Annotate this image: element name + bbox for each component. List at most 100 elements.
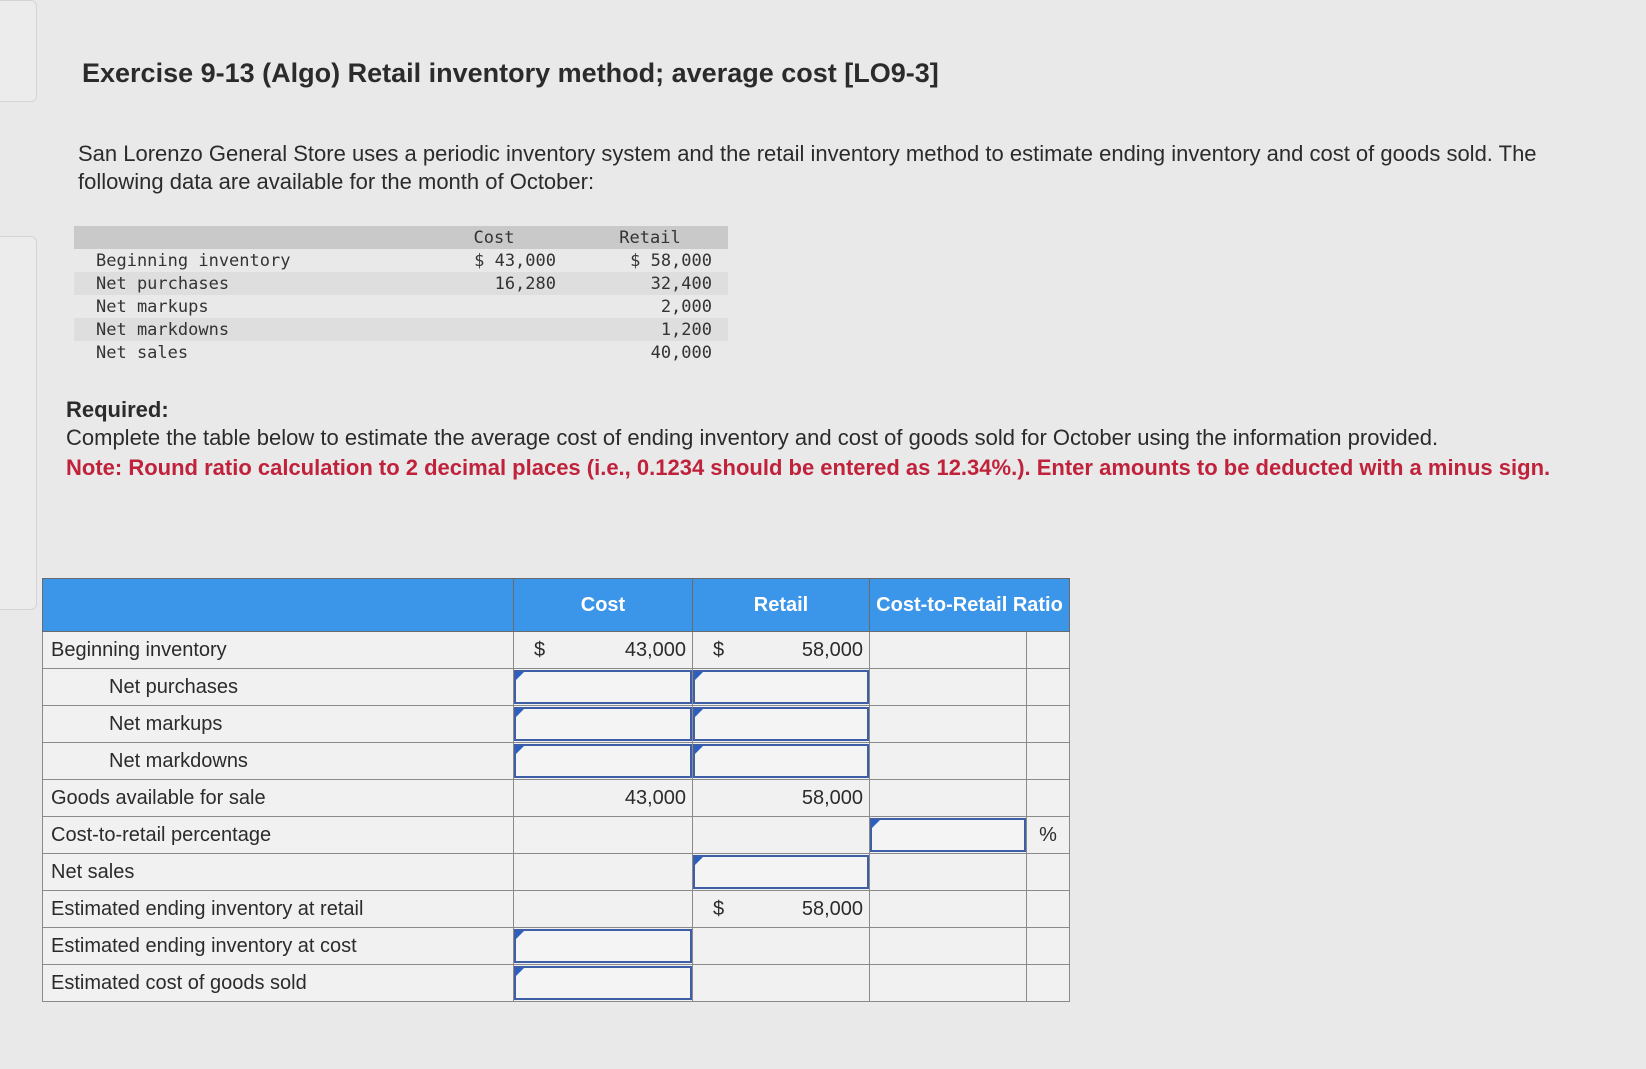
ending-cost-cell [513, 927, 693, 965]
given-cost [416, 341, 572, 364]
percent-sign: % [1026, 816, 1070, 854]
ending-retail-value: 58,000 [801, 897, 863, 920]
given-cost: 16,280 [416, 272, 572, 295]
markups-cost-input[interactable] [514, 707, 692, 741]
given-cost: $ 43,000 [474, 250, 556, 271]
row-cost-to-retail: Cost-to-retail percentage % [42, 816, 1070, 854]
available-cost-value: 43,000 [624, 786, 686, 809]
row-beginning-inventory: Beginning inventory $ 43,000 $ 58,000 [42, 631, 1070, 669]
row-label: Goods available for sale [42, 779, 514, 817]
given-label: Net markups [96, 296, 209, 317]
row-ending-retail: Estimated ending inventory at retail $ 5… [42, 890, 1070, 928]
cogs-cost-cell [513, 964, 693, 1002]
pct-cell [1026, 964, 1070, 1002]
given-label: Beginning inventory [96, 250, 291, 271]
worksheet-header-retail: Retail [692, 578, 870, 632]
row-label: Beginning inventory [42, 631, 514, 669]
purchases-retail-cell [692, 668, 870, 706]
row-label: Net purchases [42, 668, 514, 706]
markdowns-cost-cell [513, 742, 693, 780]
ratio-cell [869, 705, 1027, 743]
ratio-cell [869, 631, 1027, 669]
given-data-table: Cost Retail Beginning inventory $ 43,000… [74, 226, 728, 364]
given-row: Beginning inventory $ 43,000 $ 58,000 [74, 249, 728, 272]
markdowns-cost-input[interactable] [514, 744, 692, 778]
row-cogs: Estimated cost of goods sold [42, 964, 1070, 1002]
intro-text: San Lorenzo General Store uses a periodi… [78, 141, 1537, 194]
given-row: Net markups 2,000 [74, 295, 728, 318]
ratio-cell [869, 668, 1027, 706]
sales-cost-cell [513, 853, 693, 891]
ratio-input-cell [869, 816, 1027, 854]
purchases-cost-input[interactable] [514, 670, 692, 704]
required-text: Complete the table below to estimate the… [66, 425, 1439, 450]
ratio-cell [869, 890, 1027, 928]
rounding-note: Note: Round ratio calculation to 2 decim… [66, 455, 1551, 480]
required-section: Required: Complete the table below to es… [66, 396, 1606, 482]
beginning-cost-cell: $ 43,000 [513, 631, 693, 669]
given-header-cost: Cost [416, 226, 572, 249]
ending-cost-retail-cell [692, 927, 870, 965]
row-label: Net sales [42, 853, 514, 891]
row-net-sales: Net sales [42, 853, 1070, 891]
worksheet-header-row: Cost Retail Cost-to-Retail Ratio [42, 578, 1070, 632]
row-net-purchases: Net purchases [42, 668, 1070, 706]
given-cost [416, 295, 572, 318]
worksheet-header-cost: Cost [513, 578, 693, 632]
row-goods-available: Goods available for sale 43,000 58,000 [42, 779, 1070, 817]
given-header-retail: Retail [572, 226, 728, 249]
row-net-markdowns: Net markdowns [42, 742, 1070, 780]
row-label: Estimated ending inventory at retail [42, 890, 514, 928]
available-cost-cell: 43,000 [513, 779, 693, 817]
ratio-cell [869, 927, 1027, 965]
markups-retail-input[interactable] [693, 707, 869, 741]
purchases-retail-input[interactable] [693, 670, 869, 704]
ratio-input[interactable] [870, 818, 1026, 852]
worksheet-header-ratio: Cost-to-Retail Ratio [869, 578, 1070, 632]
ratio-cell [869, 964, 1027, 1002]
sales-retail-cell [692, 853, 870, 891]
row-net-markups: Net markups [42, 705, 1070, 743]
available-retail-cell: 58,000 [692, 779, 870, 817]
markdowns-retail-input[interactable] [693, 744, 869, 778]
ending-retail-cost-cell [513, 890, 693, 928]
available-retail-value: 58,000 [801, 786, 863, 809]
purchases-cost-cell [513, 668, 693, 706]
ratio-cell [869, 779, 1027, 817]
beginning-cost-value: 43,000 [624, 638, 686, 661]
given-header-blank [74, 226, 416, 249]
pct-cell [1026, 779, 1070, 817]
given-label: Net sales [96, 342, 189, 363]
exercise-title: Exercise 9-13 (Algo) Retail inventory me… [82, 58, 939, 88]
markdowns-retail-cell [692, 742, 870, 780]
beginning-retail-cell: $ 58,000 [692, 631, 870, 669]
pct-cell [1026, 668, 1070, 706]
row-label: Net markups [42, 705, 514, 743]
ratio-cell [869, 853, 1027, 891]
beginning-retail-value: 58,000 [801, 638, 863, 661]
row-label: Cost-to-retail percentage [42, 816, 514, 854]
sales-retail-input[interactable] [693, 855, 869, 889]
worksheet-header-blank [42, 578, 514, 632]
percentage-cost-cell [513, 816, 693, 854]
given-row: Net markdowns 1,200 [74, 318, 728, 341]
pct-cell [1026, 890, 1070, 928]
pct-cell [1026, 742, 1070, 780]
cogs-cost-input[interactable] [514, 966, 692, 1000]
row-label: Estimated cost of goods sold [42, 964, 514, 1002]
row-ending-cost: Estimated ending inventory at cost [42, 927, 1070, 965]
given-header-row: Cost Retail [74, 226, 728, 249]
currency-sign: $ [713, 638, 725, 661]
ending-cost-input[interactable] [514, 929, 692, 963]
side-tab-lower [0, 236, 37, 610]
given-retail: 1,200 [572, 318, 728, 341]
percentage-retail-cell [692, 816, 870, 854]
required-heading: Required: [66, 397, 169, 422]
currency-sign: $ [534, 638, 546, 661]
given-label: Net markdowns [74, 318, 416, 341]
row-label: Estimated ending inventory at cost [42, 927, 514, 965]
given-retail: $ 58,000 [630, 250, 712, 271]
pct-cell [1026, 705, 1070, 743]
side-tab-upper [0, 0, 37, 102]
given-label: Net purchases [74, 272, 416, 295]
